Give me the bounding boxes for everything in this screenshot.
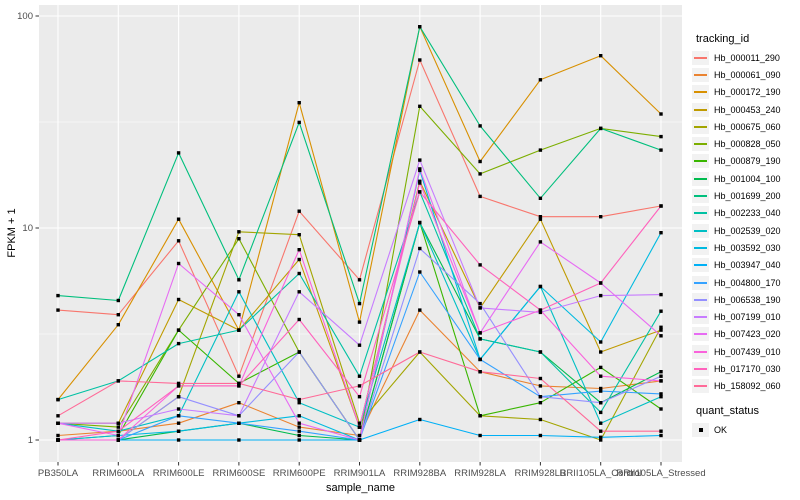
legend-item-label: Hb_003947_040 <box>714 260 781 271</box>
legend-item-label: Hb_017170_030 <box>714 363 781 374</box>
legend-item: Hb_000675_060 <box>688 118 800 135</box>
legend-line-swatch <box>692 85 709 100</box>
legend-item-label: Hb_000675_060 <box>714 121 781 132</box>
legend-title-quant-status: quant_status <box>696 404 759 417</box>
svg-text:RRIM600LA: RRIM600LA <box>92 468 144 479</box>
legend-item: Hb_004800_170 <box>688 274 800 291</box>
legend-item: Hb_003947_040 <box>688 257 800 274</box>
legend-item: Hb_002539_020 <box>688 222 800 239</box>
svg-text:RRIM928LB: RRIM928LB <box>515 468 567 479</box>
legend-item: Hb_001004_100 <box>688 170 800 187</box>
legend-item-ok: OK <box>688 421 800 438</box>
svg-text:RRIM600LE: RRIM600LE <box>153 468 205 479</box>
legend-line-swatch <box>692 292 709 307</box>
y-axis-title: FPKM + 1 <box>6 208 18 258</box>
legend-line-swatch <box>692 361 709 376</box>
legend-item-label: Hb_000172_190 <box>714 87 781 98</box>
legend-item-label: Hb_001699_200 <box>714 191 781 202</box>
legend-item-label: Hb_007439_010 <box>714 346 781 357</box>
legend-line-swatch <box>692 50 709 65</box>
legend-item-label: Hb_007423_020 <box>714 329 781 340</box>
legend-item: Hb_002233_040 <box>688 205 800 222</box>
legend-item-label: Hb_002539_020 <box>714 225 781 236</box>
legend-item-label: Hb_000011_290 <box>714 52 780 63</box>
legend-item-label: Hb_000879_190 <box>714 156 781 167</box>
legend-item-label: Hb_158092_060 <box>714 381 781 392</box>
legend-line-swatch <box>692 275 709 290</box>
legend-item: Hb_001699_200 <box>688 187 800 204</box>
legend-line-swatch <box>692 67 709 82</box>
legend-item: Hb_007439_010 <box>688 343 800 360</box>
legend-title-tracking-id: tracking_id <box>696 33 750 45</box>
legend-line-swatch <box>692 206 709 221</box>
svg-text:RRIM901LA: RRIM901LA <box>334 468 386 479</box>
legend-item-label: Hb_001004_100 <box>714 173 781 184</box>
svg-text:RRIM928BA: RRIM928BA <box>393 468 446 479</box>
svg-text:RRIM600PE: RRIM600PE <box>273 468 326 479</box>
legend-line-swatch <box>692 310 709 325</box>
legend-item-label: Hb_002233_040 <box>714 208 781 219</box>
svg-text:10: 10 <box>22 223 33 234</box>
svg-text:RRIM928LA: RRIM928LA <box>454 468 506 479</box>
legend-item: Hb_000061_090 <box>688 66 800 83</box>
legend-item-label: Hb_000453_240 <box>714 104 781 115</box>
legend-item: Hb_003592_030 <box>688 239 800 256</box>
legend-item: Hb_000172_190 <box>688 84 800 101</box>
legend-item: Hb_000011_290 <box>688 49 800 66</box>
legend-line-swatch <box>692 379 709 394</box>
legend-item: Hb_007423_020 <box>688 326 800 343</box>
svg-text:RRII105LA_Control: RRII105LA_Control <box>560 468 642 479</box>
svg-text:PB350LA: PB350LA <box>38 468 79 479</box>
point-marker-icon <box>692 422 709 437</box>
legend-line-swatch <box>692 154 709 169</box>
legend-line-swatch <box>692 327 709 342</box>
legend-item: Hb_000828_050 <box>688 135 800 152</box>
legend-item-label: Hb_006538_190 <box>714 294 781 305</box>
legend-item-label: OK <box>714 424 728 435</box>
legend-item: Hb_006538_190 <box>688 291 800 308</box>
legend-line-swatch <box>692 344 709 359</box>
legend-item: Hb_000879_190 <box>688 153 800 170</box>
legend-item: Hb_000453_240 <box>688 101 800 118</box>
legend-line-swatch <box>692 189 709 204</box>
legend-item: Hb_017170_030 <box>688 360 800 377</box>
legend-line-swatch <box>692 171 709 186</box>
legend-item: Hb_158092_060 <box>688 378 800 395</box>
svg-text:RRIM600SE: RRIM600SE <box>212 468 265 479</box>
svg-text:100: 100 <box>17 11 33 22</box>
svg-text:RRII105LA_Stressed: RRII105LA_Stressed <box>616 468 705 479</box>
legend-line-swatch <box>692 258 709 273</box>
legend-line-swatch <box>692 102 709 117</box>
legend-line-swatch <box>692 240 709 255</box>
legend-line-swatch <box>692 223 709 238</box>
legend-line-swatch <box>692 119 709 134</box>
legend: tracking_id Hb_000011_290 Hb_000061_090 Hb… <box>688 33 800 438</box>
svg-text:1: 1 <box>28 435 33 446</box>
x-axis-title: sample_name <box>325 482 396 494</box>
legend-item-label: Hb_000061_090 <box>714 69 781 80</box>
legend-item-label: Hb_004800_170 <box>714 277 781 288</box>
legend-line-swatch <box>692 137 709 152</box>
legend-item-label: Hb_007199_010 <box>714 312 781 323</box>
legend-items: Hb_000011_290 Hb_000061_090 Hb_000172_190 H… <box>688 49 800 395</box>
legend-item-label: Hb_000828_050 <box>714 139 781 150</box>
legend-item: Hb_007199_010 <box>688 308 800 325</box>
legend-item-label: Hb_003592_030 <box>714 242 781 253</box>
